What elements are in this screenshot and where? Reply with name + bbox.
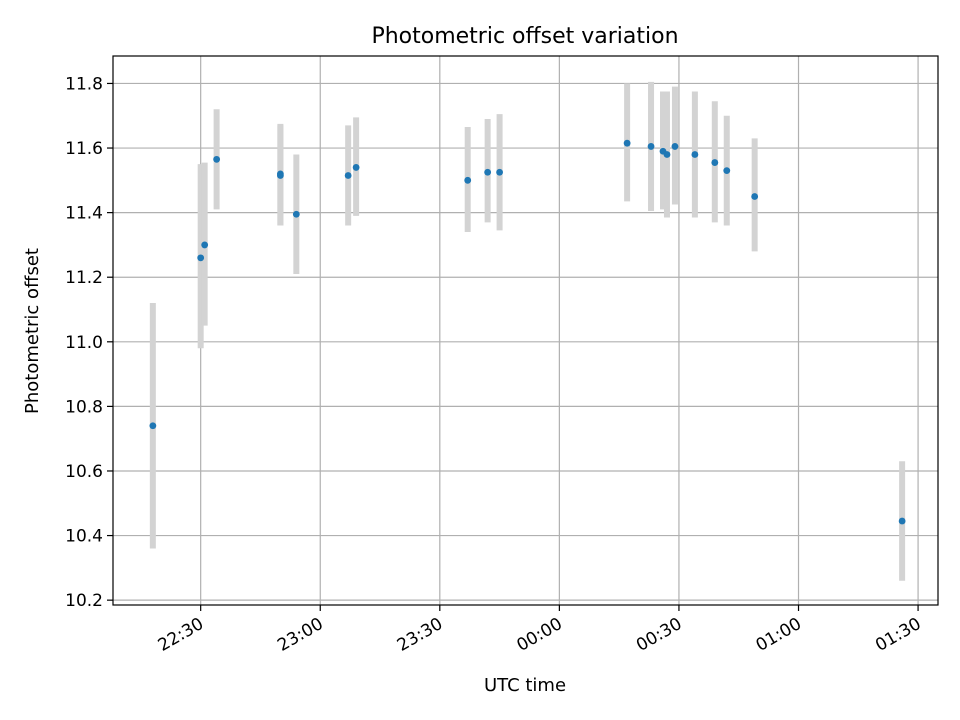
y-tick-label: 11.4 xyxy=(65,204,103,224)
y-tick-label: 11.2 xyxy=(65,268,103,288)
x-axis-label: UTC time xyxy=(484,675,566,696)
data-point xyxy=(464,176,472,184)
grid xyxy=(113,56,938,605)
y-axis-label: Photometric offset xyxy=(22,248,43,414)
data-point xyxy=(344,172,352,179)
y-tick-label: 10.4 xyxy=(65,527,103,547)
data-point xyxy=(197,254,205,262)
y-tick-label: 11.6 xyxy=(65,139,103,159)
data-point xyxy=(292,210,300,218)
y-tick-label: 10.6 xyxy=(65,462,103,482)
y-axis-ticks: 10.2 10.4 10.6 10.8 11.0 11.2 11.4 11.6 11.8 xyxy=(65,74,113,611)
y-tick-label: 10.2 xyxy=(65,591,103,611)
data-point xyxy=(663,151,671,158)
chart-title: Photometric offset variation xyxy=(371,24,678,49)
data-point xyxy=(352,164,360,171)
y-tick-label: 11.0 xyxy=(65,333,103,353)
y-tick-label: 11.8 xyxy=(65,74,103,94)
data-point xyxy=(201,241,209,249)
data-point xyxy=(149,422,157,430)
data-point xyxy=(623,139,631,147)
data-point xyxy=(276,172,284,179)
data-point xyxy=(647,143,655,150)
data-point xyxy=(691,151,699,158)
data-point xyxy=(723,167,731,175)
data-point xyxy=(898,517,906,525)
data-point xyxy=(671,143,679,150)
plot-frame xyxy=(112,55,939,606)
data-point xyxy=(213,155,221,163)
data-point xyxy=(484,168,492,176)
data-point xyxy=(751,193,759,200)
data-points xyxy=(149,139,906,525)
data-point xyxy=(496,168,503,176)
data-point xyxy=(711,159,719,166)
y-tick-label: 10.8 xyxy=(65,397,103,417)
